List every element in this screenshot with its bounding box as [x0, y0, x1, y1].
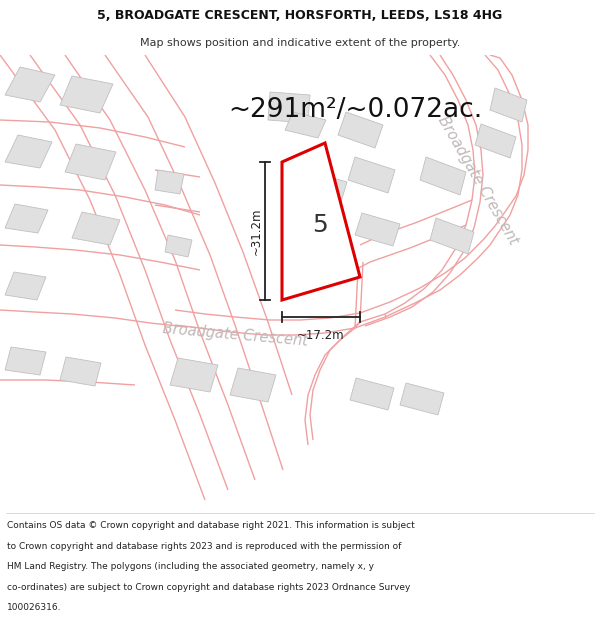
Polygon shape [5, 67, 55, 102]
Text: Broadgate Crescent: Broadgate Crescent [162, 321, 308, 349]
Polygon shape [338, 112, 383, 148]
Polygon shape [350, 378, 394, 410]
Text: co-ordinates) are subject to Crown copyright and database rights 2023 Ordnance S: co-ordinates) are subject to Crown copyr… [7, 583, 410, 592]
Polygon shape [165, 235, 192, 257]
Polygon shape [170, 358, 218, 392]
Polygon shape [400, 383, 444, 415]
Polygon shape [310, 228, 351, 260]
Polygon shape [268, 92, 310, 123]
Polygon shape [420, 157, 466, 195]
Polygon shape [282, 143, 360, 300]
Polygon shape [60, 357, 101, 386]
Polygon shape [305, 172, 347, 205]
Polygon shape [65, 144, 116, 180]
Text: 5, BROADGATE CRESCENT, HORSFORTH, LEEDS, LS18 4HG: 5, BROADGATE CRESCENT, HORSFORTH, LEEDS,… [97, 9, 503, 22]
Text: to Crown copyright and database rights 2023 and is reproduced with the permissio: to Crown copyright and database rights 2… [7, 542, 401, 551]
Text: Contains OS data © Crown copyright and database right 2021. This information is : Contains OS data © Crown copyright and d… [7, 521, 415, 531]
Polygon shape [5, 204, 48, 233]
Polygon shape [5, 135, 52, 168]
Text: ~31.2m: ~31.2m [250, 208, 263, 255]
Text: 100026316.: 100026316. [7, 603, 62, 612]
Polygon shape [430, 218, 474, 254]
Polygon shape [5, 347, 46, 375]
Text: ~17.2m: ~17.2m [297, 329, 345, 342]
Polygon shape [475, 124, 516, 158]
Polygon shape [285, 112, 326, 138]
Polygon shape [490, 88, 527, 122]
Polygon shape [230, 368, 276, 402]
Polygon shape [5, 272, 46, 300]
Text: Map shows position and indicative extent of the property.: Map shows position and indicative extent… [140, 38, 460, 48]
Polygon shape [72, 212, 120, 245]
Text: 5: 5 [312, 213, 328, 237]
Polygon shape [348, 157, 395, 193]
Text: ~291m²/~0.072ac.: ~291m²/~0.072ac. [228, 97, 482, 123]
Text: Broadgate Crescent: Broadgate Crescent [435, 113, 521, 247]
Polygon shape [60, 76, 113, 113]
Text: HM Land Registry. The polygons (including the associated geometry, namely x, y: HM Land Registry. The polygons (includin… [7, 562, 374, 571]
Polygon shape [355, 213, 400, 246]
Polygon shape [155, 170, 184, 194]
